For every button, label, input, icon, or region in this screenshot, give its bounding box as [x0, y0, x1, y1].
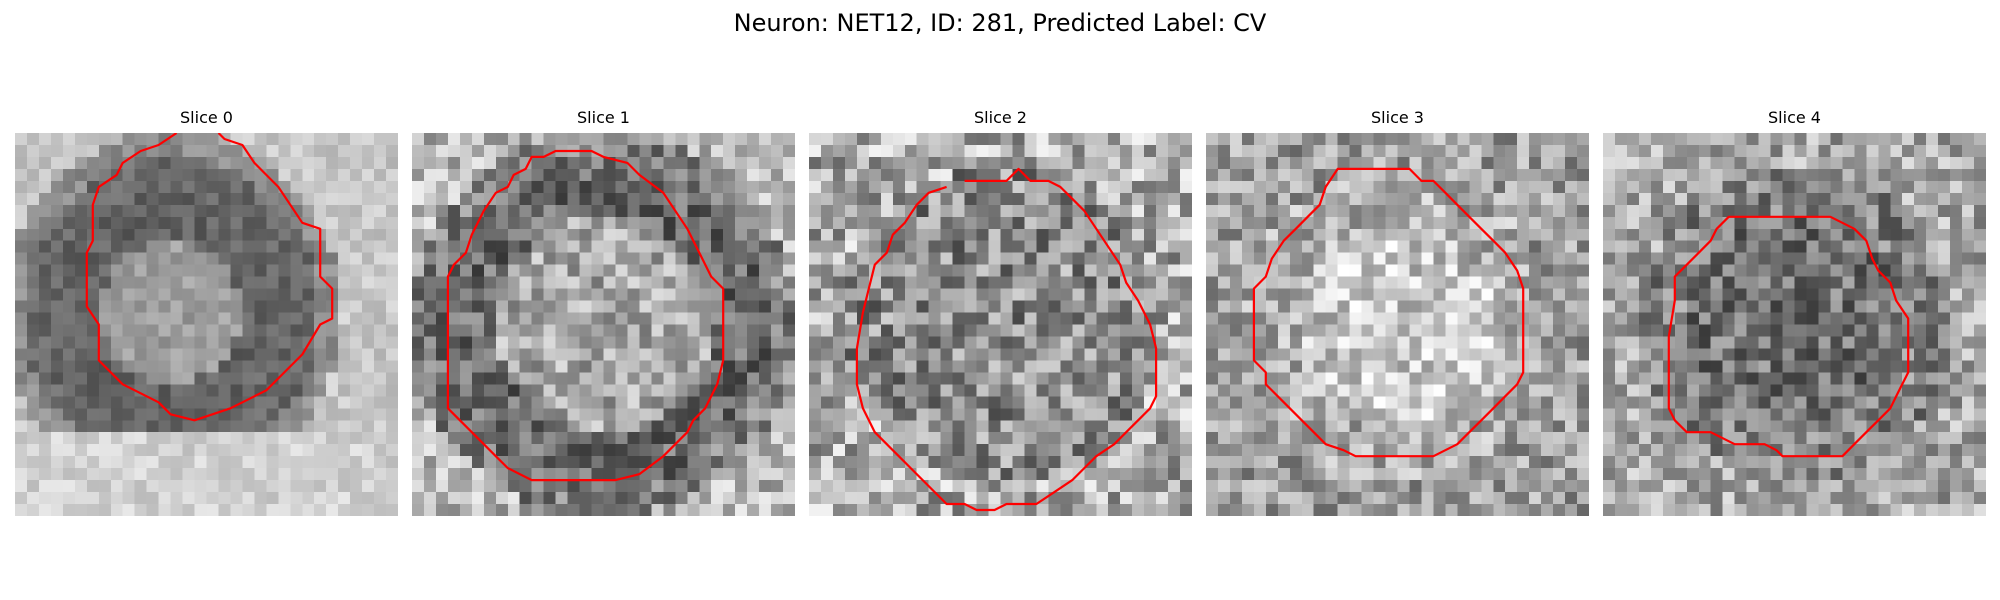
slice-panel-1: Slice 1 [412, 108, 795, 516]
slice-panel-0: Slice 0 [15, 108, 398, 516]
slice-title: Slice 3 [1371, 108, 1424, 127]
slice-image [1603, 133, 1986, 516]
contour-outline [1667, 215, 1910, 458]
slice-pixels [412, 133, 795, 516]
slice-title: Slice 0 [180, 108, 233, 127]
contour-outline [85, 133, 334, 422]
slice-panel-2: Slice 2 [809, 108, 1192, 516]
contour-outline [855, 167, 1158, 512]
slice-image [1206, 133, 1589, 516]
contour-outline [1252, 167, 1525, 458]
slice-title: Slice 4 [1768, 108, 1821, 127]
slice-panel-4: Slice 4 [1603, 108, 1986, 516]
slice-pixels [1206, 133, 1589, 516]
contour-outline [446, 149, 725, 482]
slice-pixels [15, 133, 398, 516]
slice-pixels [809, 133, 1192, 516]
slice-image [412, 133, 795, 516]
slice-title: Slice 1 [577, 108, 630, 127]
slice-panel-3: Slice 3 [1206, 108, 1589, 516]
figure-title: Neuron: NET12, ID: 281, Predicted Label:… [733, 9, 1267, 37]
slice-image [15, 133, 398, 516]
slice-title: Slice 2 [974, 108, 1027, 127]
slice-image [809, 133, 1192, 516]
slice-pixels [1603, 133, 1986, 516]
